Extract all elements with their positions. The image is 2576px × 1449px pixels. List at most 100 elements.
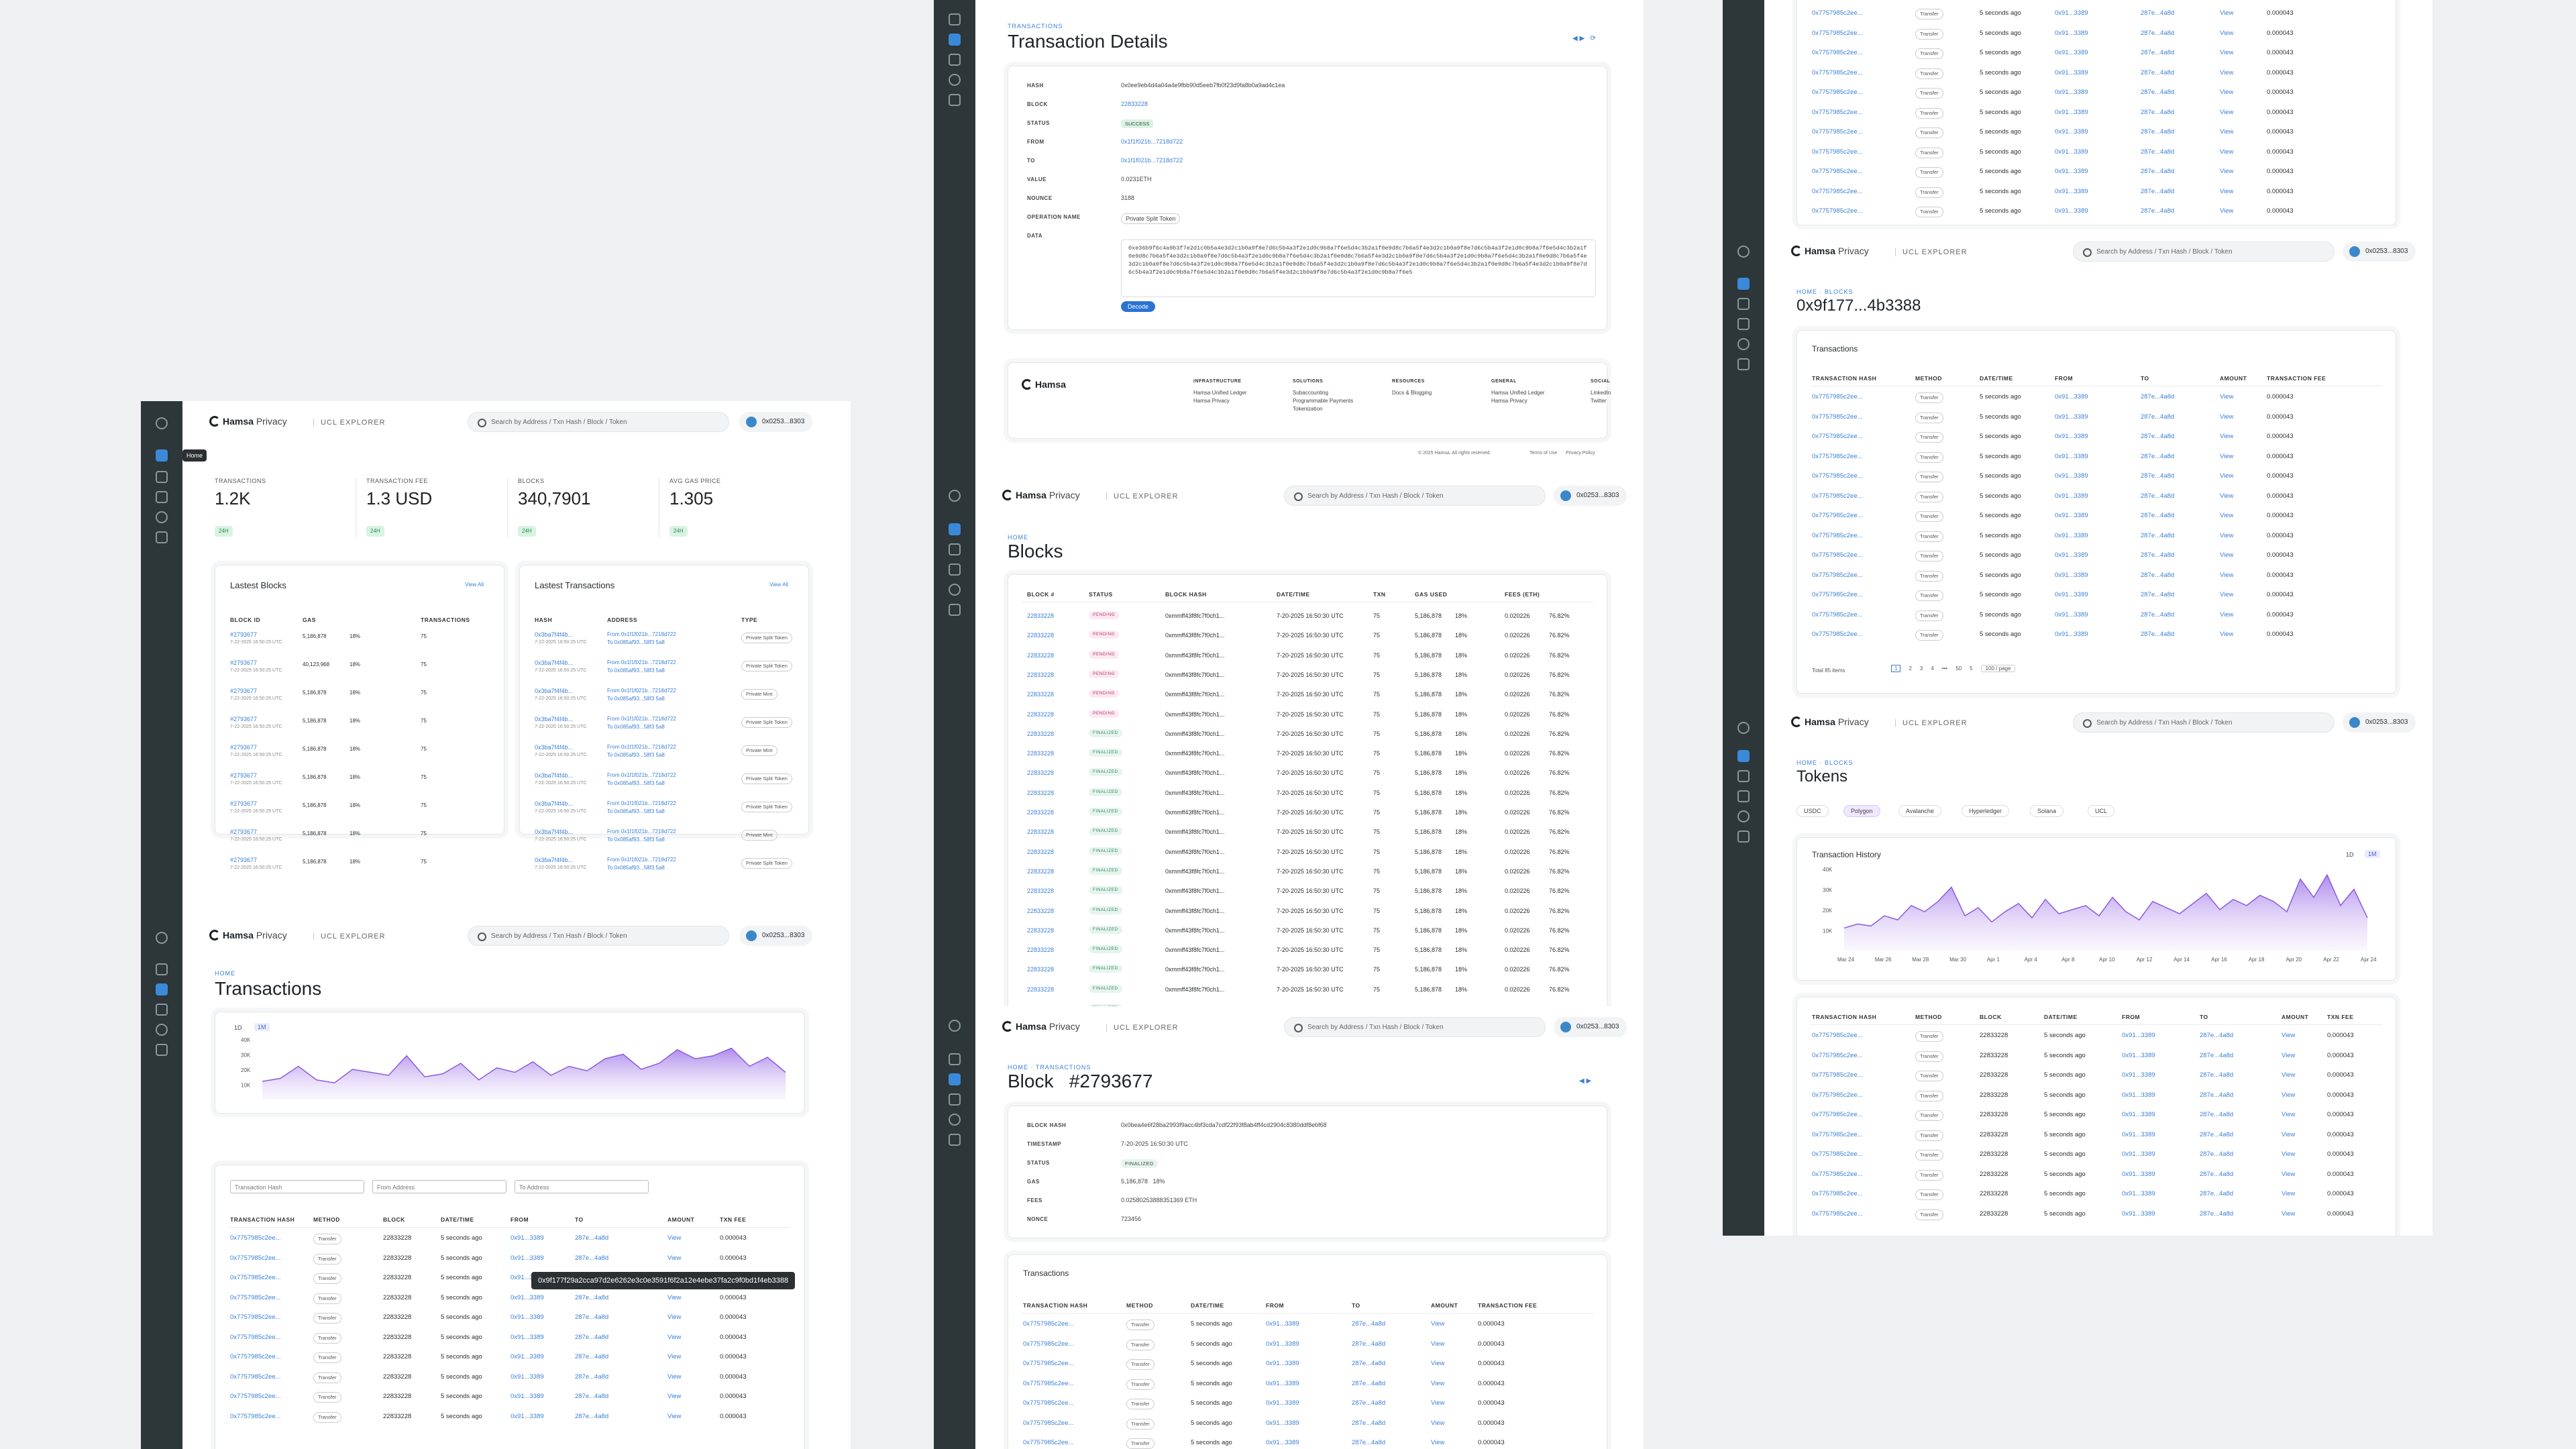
footer-link[interactable]: Hamsa Privacy bbox=[1193, 398, 1230, 404]
tx-to-link[interactable]: To 0x085af93...58f3 5a8 bbox=[607, 696, 665, 702]
collapse-icon[interactable] bbox=[156, 417, 168, 429]
cell-amount[interactable]: View bbox=[667, 1412, 682, 1420]
cell-from[interactable]: 0x91...3389 bbox=[2055, 433, 2088, 440]
cell-hash[interactable]: 0x7757985c2ee... bbox=[1023, 1379, 1074, 1387]
tokens-icon[interactable] bbox=[1737, 338, 1750, 350]
cell-to[interactable]: 287e...4a8d bbox=[575, 1412, 609, 1420]
cell-to[interactable]: 287e...4a8d bbox=[1352, 1320, 1386, 1328]
view-all-transactions-link[interactable]: View All bbox=[769, 582, 788, 588]
nav-arrows[interactable]: ◀ ▶ ⟳ bbox=[1572, 35, 1596, 42]
cell-amount[interactable]: View bbox=[667, 1393, 682, 1400]
tx-hash-link[interactable]: 0x3ba7f4f4b... bbox=[535, 772, 574, 779]
cell-to[interactable]: 287e...4a8d bbox=[2141, 29, 2175, 37]
cell-amount[interactable]: View bbox=[2220, 452, 2234, 460]
cell-hash[interactable]: 0x7757985c2ee... bbox=[1812, 9, 1863, 17]
cell-hash[interactable]: 0x7757985c2ee... bbox=[1812, 1091, 1863, 1099]
cell-amount[interactable]: View bbox=[2282, 1130, 2296, 1138]
brand-logo[interactable]: Hamsa Privacy bbox=[1002, 490, 1080, 500]
cell-to[interactable]: 287e...4a8d bbox=[2141, 187, 2175, 195]
cell-hash[interactable]: 0x7757985c2ee... bbox=[1812, 551, 1863, 559]
block-id-link[interactable]: #2793677 bbox=[230, 828, 258, 835]
tx-to-link[interactable]: To 0x085af93...58f3 5a8 bbox=[607, 667, 665, 674]
cell-amount[interactable]: View bbox=[2220, 108, 2234, 116]
cell-hash[interactable]: 0x7757985c2ee... bbox=[1812, 610, 1863, 619]
layers-icon[interactable] bbox=[156, 531, 168, 543]
cell-block[interactable]: 22833228 bbox=[1027, 710, 1055, 718]
cell-from[interactable]: 0x91...3389 bbox=[1266, 1360, 1299, 1367]
cell-from[interactable]: 0x91...3389 bbox=[2055, 49, 2088, 56]
cell-amount[interactable]: View bbox=[2220, 531, 2234, 539]
cell-from[interactable]: 0x91...3389 bbox=[2055, 512, 2088, 519]
decode-button[interactable]: Decode bbox=[1121, 301, 1156, 312]
cell-to[interactable]: 287e...4a8d bbox=[575, 1254, 609, 1262]
page-button[interactable]: 3 bbox=[1919, 665, 1923, 672]
tx-from-link[interactable]: From 0x1f1f021b...7218d722 bbox=[607, 688, 676, 694]
cell-from[interactable]: 0x91...3389 bbox=[1266, 1320, 1299, 1328]
cell-amount[interactable]: View bbox=[2282, 1190, 2296, 1197]
tx-from-link[interactable]: From 0x1f1f021b...7218d722 bbox=[607, 857, 676, 863]
search-input[interactable]: Search by Address / Txn Hash / Block / T… bbox=[1284, 486, 1546, 506]
cell-from[interactable]: 0x91...3389 bbox=[2122, 1210, 2155, 1218]
cell-amount[interactable]: View bbox=[2220, 472, 2234, 480]
cell-to[interactable]: 287e...4a8d bbox=[2141, 108, 2175, 116]
tx-hash-link[interactable]: 0x3ba7f4f4b... bbox=[535, 800, 574, 807]
blocks-icon[interactable] bbox=[156, 471, 168, 483]
tx-from-link[interactable]: From 0x1f1f021b...7218d722 bbox=[607, 828, 676, 835]
cell-from[interactable]: 0x91...3389 bbox=[2055, 89, 2088, 96]
cell-from[interactable]: 0x91...3389 bbox=[2055, 29, 2088, 37]
cell-block[interactable]: 22833228 bbox=[1027, 888, 1055, 895]
filter-input[interactable]: Transaction Hash bbox=[230, 1180, 364, 1193]
cell-to[interactable]: 287e...4a8d bbox=[2200, 1111, 2234, 1118]
cell-hash[interactable]: 0x7757985c2ee... bbox=[1812, 472, 1863, 480]
tokens-icon[interactable] bbox=[1737, 810, 1750, 822]
blocks-icon[interactable] bbox=[1737, 770, 1750, 782]
cell-from[interactable]: 0x91...3389 bbox=[2055, 128, 2088, 136]
field-value[interactable]: 0x1f1f021b...7218d722 bbox=[1121, 157, 1183, 164]
footer-logo[interactable]: Hamsa bbox=[1022, 379, 1066, 390]
cell-to[interactable]: 287e...4a8d bbox=[2141, 571, 2175, 579]
cell-from[interactable]: 0x91...3389 bbox=[511, 1313, 544, 1321]
cell-to[interactable]: 287e...4a8d bbox=[2141, 433, 2175, 440]
tx-hash-link[interactable]: 0x3ba7f4f4b... bbox=[535, 688, 574, 694]
cell-hash[interactable]: 0x7757985c2ee... bbox=[1812, 433, 1863, 440]
cell-from[interactable]: 0x91...3389 bbox=[511, 1254, 544, 1262]
wallet-button[interactable]: 0x0253...8303 bbox=[1554, 1017, 1627, 1037]
transactions-icon[interactable] bbox=[156, 1004, 168, 1016]
cell-to[interactable]: 287e...4a8d bbox=[2200, 1150, 2234, 1158]
range-1d[interactable]: 1D bbox=[2346, 851, 2354, 858]
layers-icon[interactable] bbox=[949, 94, 961, 106]
cell-from[interactable]: 0x91...3389 bbox=[511, 1412, 544, 1420]
cell-to[interactable]: 287e...4a8d bbox=[575, 1353, 609, 1360]
cell-block[interactable]: 22833228 bbox=[1027, 769, 1055, 777]
cell-hash[interactable]: 0x7757985c2ee... bbox=[1812, 49, 1863, 56]
breadcrumb[interactable]: HOME · BLOCKS bbox=[1796, 288, 1854, 295]
cell-to[interactable]: 287e...4a8d bbox=[2200, 1170, 2234, 1178]
tokens-icon[interactable] bbox=[949, 74, 961, 86]
cell-to[interactable]: 287e...4a8d bbox=[575, 1333, 609, 1341]
cell-from[interactable]: 0x91...3389 bbox=[511, 1393, 544, 1400]
cell-to[interactable]: 287e...4a8d bbox=[2141, 631, 2175, 638]
cell-amount[interactable]: View bbox=[2220, 89, 2234, 96]
page-button[interactable]: 2 bbox=[1909, 665, 1912, 672]
cell-hash[interactable]: 0x7757985c2ee... bbox=[1812, 1071, 1863, 1079]
per-page-select[interactable]: 100 / page bbox=[1980, 665, 2016, 672]
wallet-button[interactable]: 0x0253...8303 bbox=[739, 926, 813, 946]
cell-hash[interactable]: 0x7757985c2ee... bbox=[1812, 393, 1863, 400]
cell-hash[interactable]: 0x7757985c2ee... bbox=[230, 1373, 281, 1381]
cell-hash[interactable]: 0x7757985c2ee... bbox=[1812, 571, 1863, 579]
cell-from[interactable]: 0x91...3389 bbox=[2122, 1111, 2155, 1118]
cell-to[interactable]: 287e...4a8d bbox=[2141, 413, 2175, 421]
cell-from[interactable]: 0x91...3389 bbox=[2055, 187, 2088, 195]
cell-block[interactable]: 22833228 bbox=[1027, 750, 1055, 757]
cell-from[interactable]: 0x91...3389 bbox=[1266, 1399, 1299, 1407]
cell-amount[interactable]: View bbox=[1431, 1320, 1445, 1328]
breadcrumb[interactable]: HOME bbox=[215, 970, 235, 977]
cell-block[interactable]: 22833228 bbox=[1027, 651, 1055, 659]
cell-hash[interactable]: 0x7757985c2ee... bbox=[1812, 492, 1863, 500]
cell-to[interactable]: 287e...4a8d bbox=[1352, 1439, 1386, 1446]
cell-from[interactable]: 0x91...3389 bbox=[2055, 452, 2088, 460]
cell-hash[interactable]: 0x7757985c2ee... bbox=[1023, 1399, 1074, 1407]
tx-to-link[interactable]: To 0x085af93...58f3 5a8 bbox=[607, 724, 665, 730]
cell-hash[interactable]: 0x7757985c2ee... bbox=[1812, 68, 1863, 76]
transactions-icon[interactable] bbox=[949, 54, 961, 66]
